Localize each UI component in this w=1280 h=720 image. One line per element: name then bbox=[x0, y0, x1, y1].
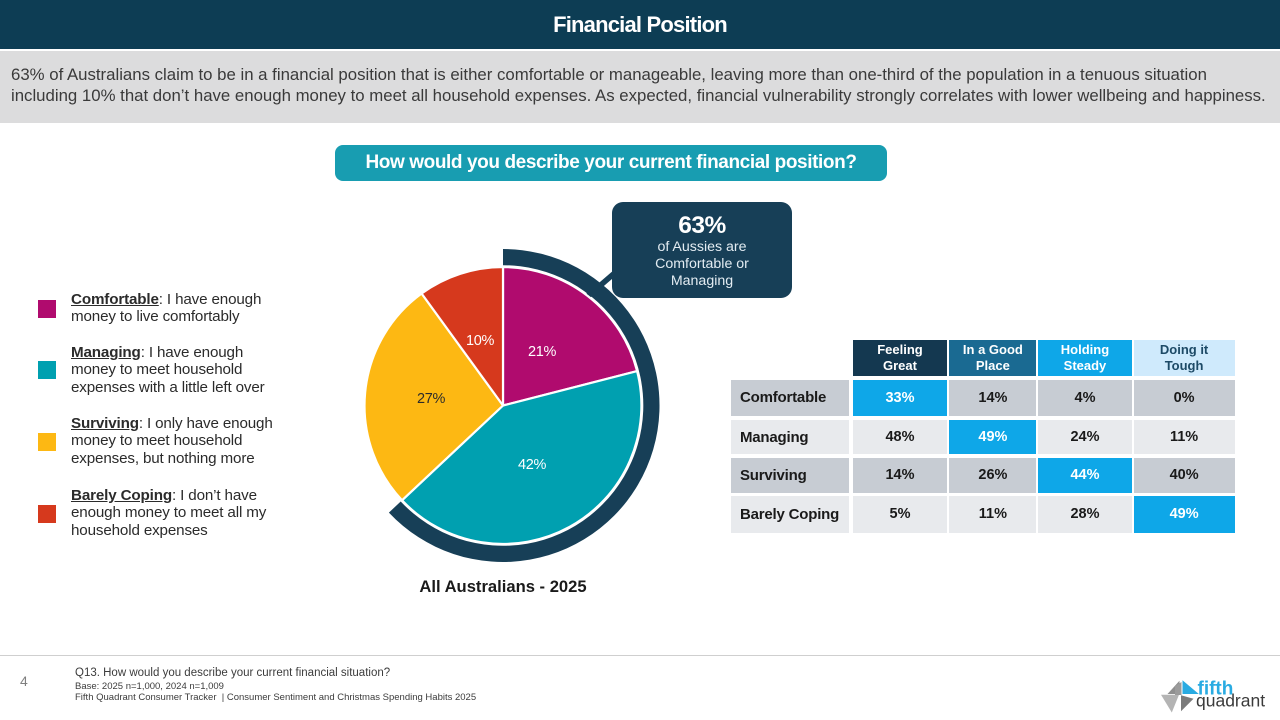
svg-text:fifth: fifth bbox=[1198, 679, 1234, 700]
svg-text:quadrant: quadrant bbox=[1196, 691, 1265, 711]
